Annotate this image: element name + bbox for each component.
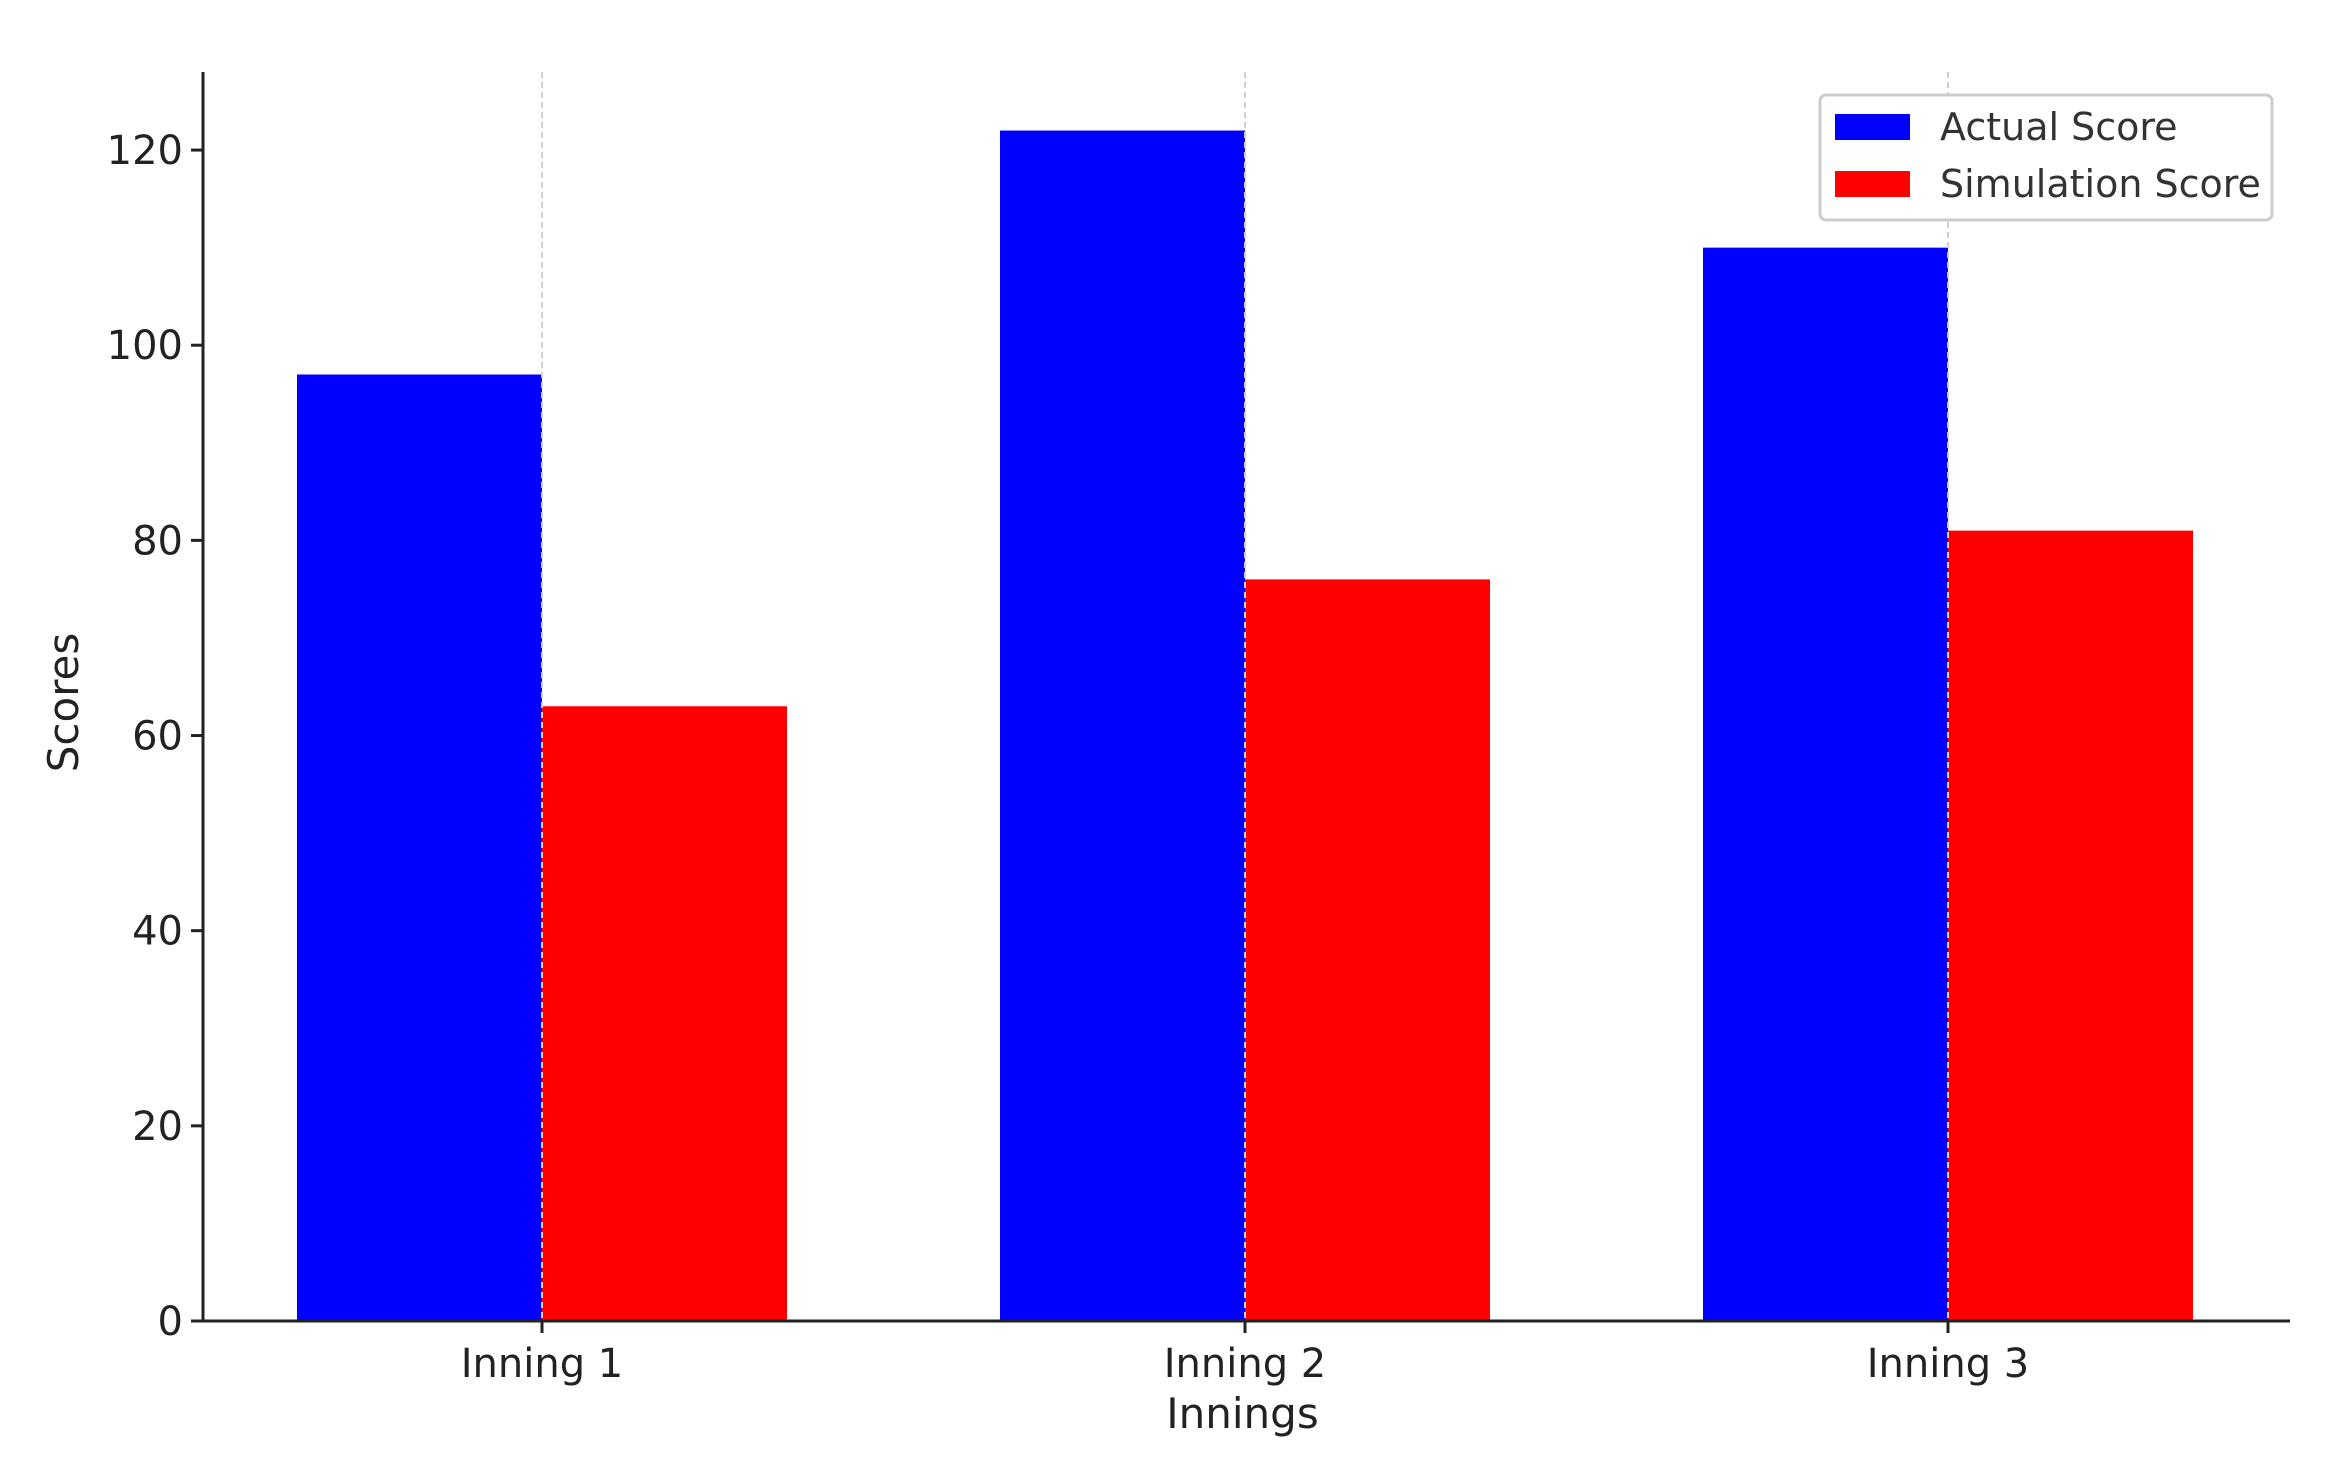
legend-box: [1818, 93, 2274, 222]
bar-actual-score-inning-2: [1000, 130, 1245, 1321]
y-tick-label-100: 100: [107, 323, 183, 369]
legend-label-actual-score: Actual Score: [1940, 105, 2178, 149]
legend-label-simulation-score: Simulation Score: [1940, 162, 2261, 206]
x-tick-label-inning-2: Inning 2: [1164, 1341, 1327, 1387]
bars: [297, 72, 2193, 1321]
legend-swatch-actual-score: [1835, 114, 1910, 140]
bar-actual-score-inning-3: [1703, 247, 1948, 1321]
legend-swatch-simulation-score: [1835, 171, 1910, 197]
x-axis-label: Innings: [1166, 1389, 1318, 1438]
y-tick-label-60: 60: [132, 714, 183, 760]
y-tick-label-80: 80: [132, 518, 183, 564]
bar-actual-score-inning-1: [297, 374, 542, 1321]
bar-simulation-score-inning-1: [542, 706, 787, 1321]
y-axis-label: Scores: [39, 633, 88, 773]
y-tick-label-20: 20: [132, 1104, 183, 1150]
bar-simulation-score-inning-3: [1948, 530, 2193, 1321]
y-tick-label-120: 120: [107, 128, 183, 174]
bar-simulation-score-inning-2: [1245, 579, 1490, 1321]
y-tick-label-40: 40: [132, 909, 183, 955]
legend: Actual Score Simulation Score: [1818, 93, 2274, 222]
x-tick-label-inning-3: Inning 3: [1867, 1341, 2030, 1387]
x-tick-label-inning-1: Inning 1: [461, 1341, 624, 1387]
ticks: 0 20 40 60 80 100 120 Inning 1 Inning 2 Inning 3: [107, 128, 2030, 1387]
y-tick-label-0: 0: [158, 1299, 183, 1345]
